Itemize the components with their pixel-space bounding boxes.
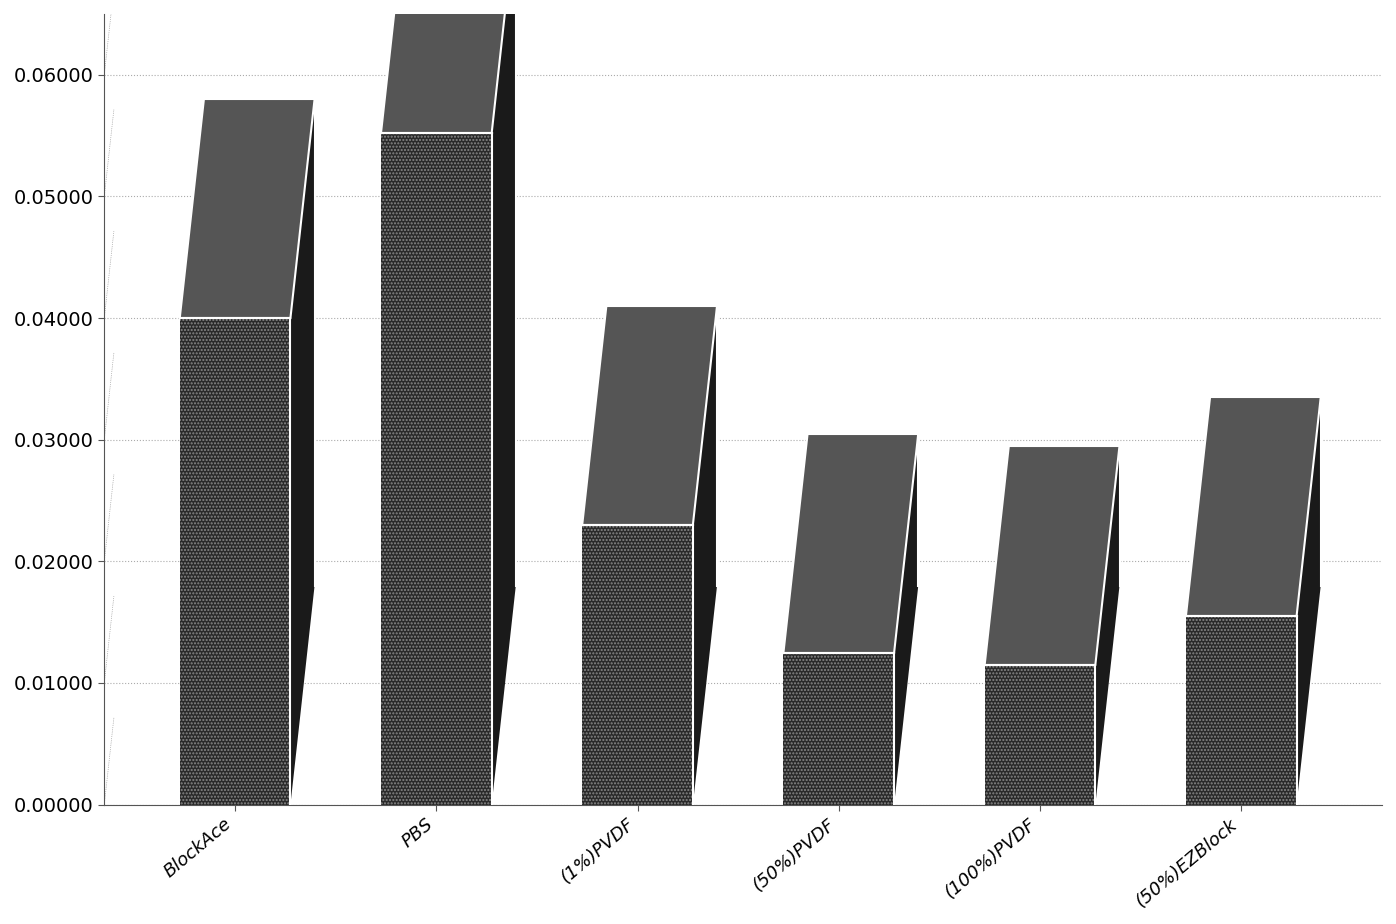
Bar — [582, 525, 692, 805]
Polygon shape — [180, 99, 314, 318]
Polygon shape — [984, 445, 1120, 664]
Polygon shape — [692, 306, 718, 805]
Polygon shape — [1187, 397, 1321, 616]
Polygon shape — [381, 0, 515, 133]
Polygon shape — [984, 664, 1096, 805]
Polygon shape — [381, 133, 491, 805]
Polygon shape — [582, 306, 718, 525]
Polygon shape — [1187, 616, 1297, 805]
Bar — [180, 318, 290, 805]
Polygon shape — [582, 525, 692, 805]
Polygon shape — [1297, 397, 1321, 805]
Bar — [984, 664, 1096, 805]
Polygon shape — [783, 433, 919, 652]
Polygon shape — [491, 0, 515, 805]
Polygon shape — [180, 318, 290, 805]
Polygon shape — [893, 433, 919, 805]
Bar — [1187, 616, 1297, 805]
Polygon shape — [783, 652, 893, 805]
Polygon shape — [290, 99, 314, 805]
Bar — [783, 652, 893, 805]
Polygon shape — [1096, 445, 1120, 805]
Bar — [381, 133, 491, 805]
